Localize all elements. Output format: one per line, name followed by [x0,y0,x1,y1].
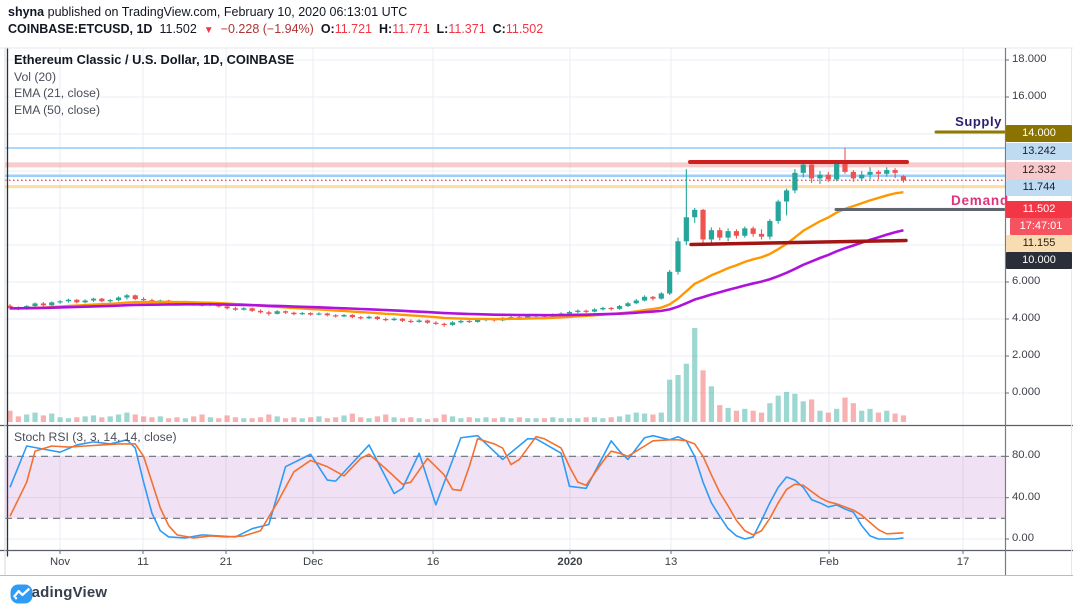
price-tick-2.000: 2.000 [1012,349,1041,361]
close-value: 11.502 [505,22,544,36]
price-badge-12.332: 12.332 [1006,161,1072,179]
low-value: 11.371 [448,22,486,36]
time-label-21: 21 [219,556,233,568]
high-label: H: [379,22,393,36]
price-badge-11.155: 11.155 [1006,234,1072,252]
legend-ema50[interactable]: EMA (50, close) [14,102,101,117]
price-badge-11.744: 11.744 [1006,178,1072,196]
tradingview-brand-text: TradingView [17,584,108,601]
symbol-name: COINBASE:ETCUSD, 1D [8,22,153,36]
price-tick-6.000: 6.000 [1012,275,1041,287]
author-name: shyna [8,5,45,19]
price-tick-18.000: 18.000 [1012,53,1047,65]
stoch-tick-0.00: 0.00 [1012,532,1034,544]
price-tick-0.000: 0.000 [1012,386,1041,398]
price-badge-13.242: 13.242 [1006,142,1072,160]
legend-ema21[interactable]: EMA (21, close) [14,86,101,100]
time-label-Feb: Feb [819,556,839,568]
publish-info: shyna published on TradingView.com, Febr… [8,5,407,19]
demand-label: Demand [950,193,1009,208]
open-label: O: [320,22,335,36]
time-label-Nov: Nov [49,556,71,568]
stoch-tick-80.00: 80.00 [1012,449,1041,462]
price-badge-17:47:01: 17:47:01 [1010,217,1072,235]
price-badge-11.502: 11.502 [1006,200,1072,218]
time-label-11: 11 [137,556,149,568]
last-price: 11.502 [159,22,197,36]
price-badge-10.000: 10.000 [1006,251,1072,269]
chart-legend: Ethereum Classic / U.S. Dollar, 1D, COIN… [14,52,294,118]
stoch-tick-40.00: 40.00 [1012,490,1041,503]
time-label-Dec: Dec [302,556,324,568]
price-tick-16.000: 16.000 [1012,90,1047,102]
supply-label: Supply [955,114,1002,129]
publish-text: published on TradingView.com, February 1… [44,5,408,19]
time-label-16: 16 [426,556,440,568]
open-value: 11.721 [334,22,373,36]
time-label-13: 13 [664,556,678,568]
price-tick-4.000: 4.000 [1012,312,1041,324]
down-arrow-icon: ▼ [203,25,214,36]
symbol-quote-bar: COINBASE:ETCUSD, 1D 11.502 ▼ −0.228 (−1.94%… [8,22,543,36]
price-badge-14.000: 14.000 [1006,124,1072,142]
high-value: 11.771 [392,22,430,36]
close-label: C: [492,22,506,36]
time-label-2020: 2020 [557,556,583,568]
stoch-rsi-legend[interactable]: Stoch RSI (3, 3, 14, 14, close) [14,430,177,444]
time-label-17: 17 [956,556,970,568]
chart-title[interactable]: Ethereum Classic / U.S. Dollar, 1D, COIN… [14,52,295,67]
legend-volume[interactable]: Vol (20) [14,69,57,84]
low-label: L: [436,22,449,36]
price-change: −0.228 (−1.94%) [220,22,314,36]
tradingview-logo[interactable]: TradingView [10,584,108,604]
